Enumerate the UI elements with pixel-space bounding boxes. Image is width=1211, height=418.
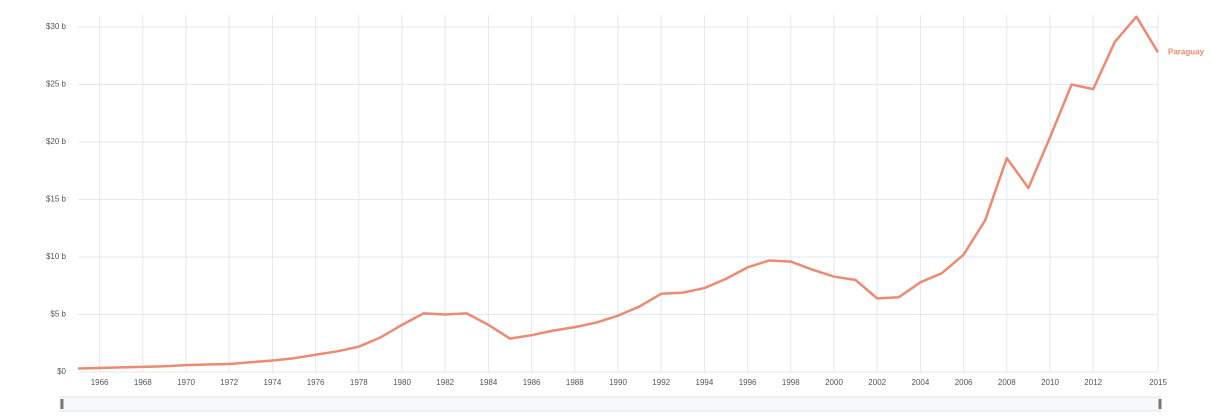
x-tick-label: 2015: [1149, 378, 1167, 387]
x-tick-label: 2008: [998, 378, 1016, 387]
x-tick-label: 1988: [566, 378, 584, 387]
x-tick-label: 1982: [436, 378, 454, 387]
y-tick-label: $30 b: [46, 22, 67, 31]
x-tick-label: 1978: [350, 378, 368, 387]
y-tick-label: $15 b: [46, 195, 67, 204]
x-tick-label: 1986: [523, 378, 541, 387]
navigator: [59, 396, 1161, 412]
y-tick-label: $20 b: [46, 137, 67, 146]
x-tick-label: 1976: [307, 378, 325, 387]
x-tick-label: 1992: [652, 378, 670, 387]
y-tick-label: $5 b: [50, 310, 66, 319]
x-tick-label: 2012: [1084, 378, 1102, 387]
x-tick-label: 1996: [739, 378, 757, 387]
series-label: Paraguay: [1168, 47, 1205, 56]
y-tick-label: $25 b: [46, 80, 67, 89]
x-tick-label: 1974: [264, 378, 282, 387]
x-tick-label: 1966: [91, 378, 109, 387]
x-tick-label: 2010: [1041, 378, 1059, 387]
x-tick-label: 2004: [912, 378, 930, 387]
x-tick-label: 1984: [480, 378, 498, 387]
y-tick-label: $10 b: [46, 252, 67, 261]
y-tick-label: $0: [57, 367, 66, 376]
x-tick-label: 2002: [868, 378, 886, 387]
x-tick-label: 1998: [782, 378, 800, 387]
navigator-handles[interactable]: [60, 399, 1162, 409]
x-tick-label: 1990: [609, 378, 627, 387]
line: [77, 15, 1160, 370]
x-tick-label: 1972: [220, 378, 238, 387]
x-tick-label: 1994: [696, 378, 714, 387]
x-tick-label: 2000: [825, 378, 843, 387]
x-tick-label: 2006: [955, 378, 973, 387]
x-tick-label: 1970: [177, 378, 195, 387]
x-tick-label: 1968: [134, 378, 152, 387]
x-tick-label: 1980: [393, 378, 411, 387]
